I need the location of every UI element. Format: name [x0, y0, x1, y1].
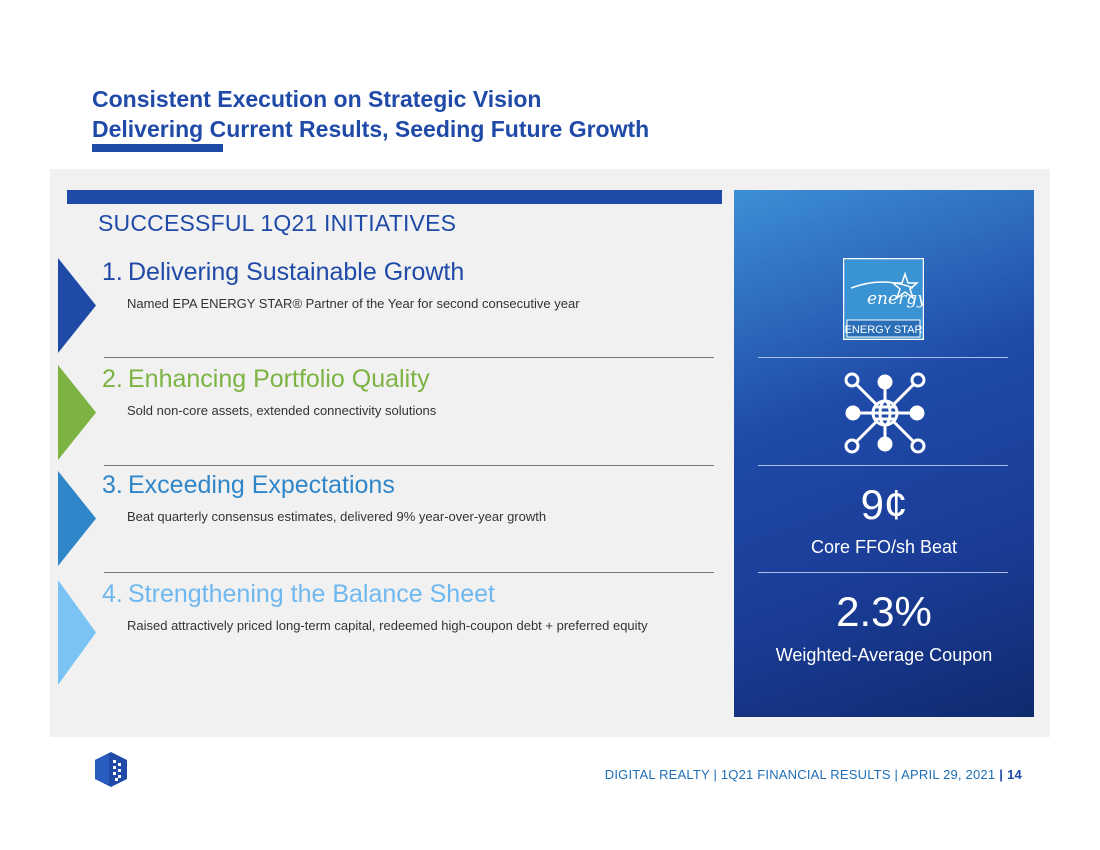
energy-star-label: ENERGY STAR	[845, 324, 923, 336]
title-accent-bar	[92, 144, 223, 152]
initiative-title: 2. Enhancing Portfolio Quality	[102, 365, 430, 394]
initiative-number: 2.	[102, 365, 123, 393]
digital-realty-logo-icon	[95, 752, 127, 787]
energy-star-logo-icon: energy ENERGY STAR	[843, 258, 924, 340]
chevron-2-icon	[58, 365, 96, 460]
footer-text: DIGITAL REALTY | 1Q21 FINANCIAL RESULTS …	[604, 767, 996, 782]
initiative-description: Beat quarterly consensus estimates, deli…	[127, 509, 547, 524]
energy-star-script: energy	[867, 289, 924, 309]
initiative-title: 3. Exceeding Expectations	[102, 471, 395, 500]
initiative-number: 4.	[102, 580, 123, 608]
kpi-divider	[758, 572, 1008, 573]
coupon-value: 2.3%	[836, 588, 932, 635]
initiative-description: Named EPA ENERGY STAR® Partner of the Ye…	[127, 296, 580, 311]
initiative-description: Raised attractively priced long-term cap…	[127, 618, 648, 633]
panel-accent-bar	[67, 190, 722, 204]
footer: DIGITAL REALTY | 1Q21 FINANCIAL RESULTS …	[605, 767, 1022, 782]
initiative-number: 1.	[102, 258, 123, 286]
chevron-4-icon	[58, 580, 96, 685]
slide-title: Consistent Execution on Strategic Vision…	[92, 84, 649, 144]
kpi-divider	[758, 465, 1008, 466]
section-heading: SUCCESSFUL 1Q21 INITIATIVES	[98, 210, 457, 236]
page-number: 14	[1007, 767, 1022, 782]
divider	[104, 465, 714, 466]
network-globe-icon	[844, 372, 926, 454]
slide-title-line2: Delivering Current Results, Seeding Futu…	[92, 116, 650, 142]
initiative-title-text: Enhancing Portfolio Quality	[128, 365, 430, 393]
kpi-divider	[758, 357, 1008, 358]
ffo-beat-label: Core FFO/sh Beat	[810, 537, 958, 557]
divider	[104, 572, 714, 573]
ffo-beat-value: 9¢	[860, 481, 908, 528]
initiative-title: 4. Strengthening the Balance Sheet	[102, 580, 495, 609]
slide-title-line1: Consistent Execution on Strategic Vision	[92, 86, 542, 112]
coupon-label: Weighted-Average Coupon	[775, 645, 993, 665]
chevron-1-icon	[58, 258, 96, 353]
initiative-title-text: Exceeding Expectations	[128, 471, 395, 499]
divider	[104, 357, 714, 358]
initiative-number: 3.	[102, 471, 123, 499]
initiative-description: Sold non-core assets, extended connectiv…	[127, 403, 437, 418]
initiative-title: 1. Delivering Sustainable Growth	[102, 258, 464, 287]
footer-separator: |	[999, 767, 1004, 782]
chevron-3-icon	[58, 471, 96, 566]
initiative-title-text: Delivering Sustainable Growth	[128, 258, 465, 286]
initiative-title-text: Strengthening the Balance Sheet	[128, 580, 495, 608]
